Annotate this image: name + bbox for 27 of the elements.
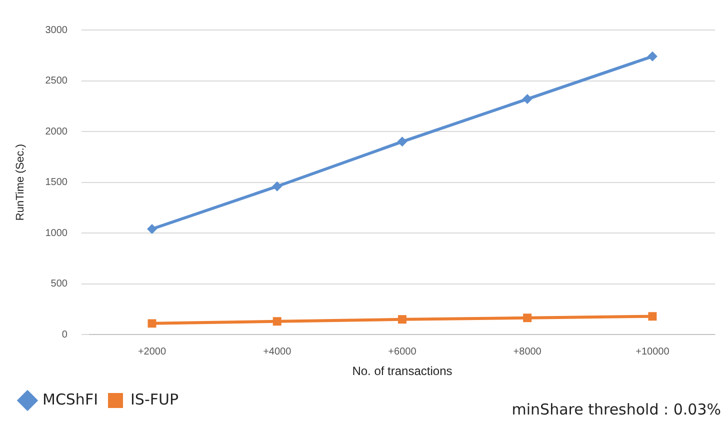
point — [272, 181, 282, 192]
point — [523, 314, 532, 322]
y-tick-label: 1500 — [45, 177, 68, 188]
y-axis-title: RunTime (Sec.) — [14, 144, 27, 221]
text: minShare threshold : 0.03% — [512, 400, 721, 418]
point — [272, 317, 282, 326]
x-tick-label: +8000 — [513, 346, 542, 358]
x-axis-title: No. of transactions — [352, 364, 452, 378]
y-tick-label: 500 — [50, 278, 68, 290]
y-tick-label: 2500 — [45, 76, 68, 87]
y-tick-label: 1000 — [45, 228, 68, 239]
y-tick-label: 0 — [62, 329, 68, 340]
y-tick-label: 2000 — [45, 126, 68, 138]
legend-label: IS-FUP — [130, 390, 179, 408]
point — [148, 319, 156, 328]
point — [647, 51, 658, 62]
point — [397, 136, 408, 147]
point — [522, 94, 532, 104]
point — [147, 224, 157, 234]
legend-label: MCShFI — [42, 390, 98, 408]
x-tick-label: +2000 — [138, 346, 166, 358]
point — [398, 315, 406, 324]
y-tick-label: 3000 — [45, 24, 68, 36]
x-tick-label: +4000 — [263, 346, 292, 358]
x-tick-label: +6000 — [388, 346, 417, 358]
x-tick-label: +10000 — [636, 346, 670, 358]
point — [648, 312, 657, 321]
